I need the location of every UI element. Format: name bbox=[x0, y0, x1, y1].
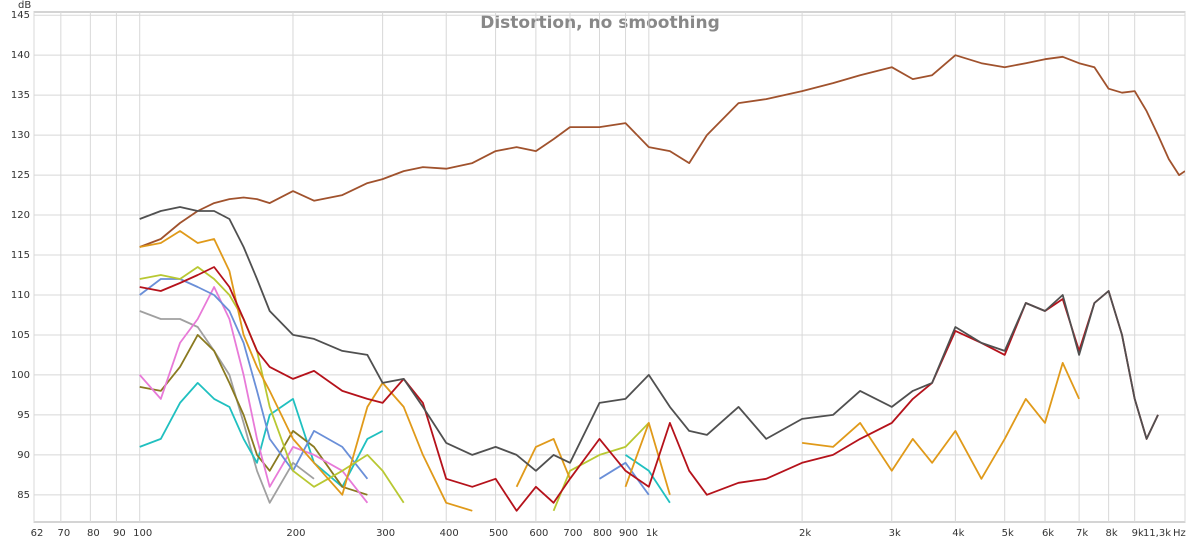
x-tick-label: 500 bbox=[489, 528, 508, 539]
x-tick-label: 3k bbox=[889, 528, 901, 539]
series-line bbox=[139, 206, 1159, 472]
chart-title: Distortion, no smoothing bbox=[480, 13, 720, 33]
y-tick-label: 95 bbox=[17, 410, 30, 421]
grid bbox=[33, 12, 1186, 522]
y-tick-label: 100 bbox=[11, 370, 30, 381]
x-tick-label: 2k bbox=[799, 528, 811, 539]
y-tick-label: 90 bbox=[17, 450, 30, 461]
lines bbox=[139, 54, 1185, 512]
y-unit: dB bbox=[18, 0, 31, 11]
x-unit: Hz bbox=[1173, 528, 1186, 539]
series-line bbox=[139, 382, 671, 504]
x-tick-label: 900 bbox=[619, 528, 638, 539]
series-line bbox=[139, 334, 368, 496]
x-tick-label: 700 bbox=[563, 528, 582, 539]
y-tick-label: 125 bbox=[11, 170, 30, 181]
y-tick-label: 130 bbox=[11, 130, 30, 141]
x-tick-label: 6k bbox=[1042, 528, 1054, 539]
x-tick-label: 1k bbox=[646, 528, 658, 539]
x-tick-label: 300 bbox=[376, 528, 395, 539]
x-tick-label: 800 bbox=[593, 528, 612, 539]
x-tick-label: 200 bbox=[286, 528, 305, 539]
x-tick-label: 11,3k bbox=[1143, 528, 1171, 539]
x-tick-label: 62 bbox=[31, 528, 44, 539]
y-tick-label: 140 bbox=[11, 50, 30, 61]
x-tick-label: 600 bbox=[529, 528, 548, 539]
x-tick-label: 9k bbox=[1132, 528, 1144, 539]
x-tick-label: 7k bbox=[1076, 528, 1088, 539]
y-tick-label: 115 bbox=[11, 250, 30, 261]
y-tick-label: 135 bbox=[11, 90, 30, 101]
x-tick-label: 70 bbox=[57, 528, 70, 539]
x-tick-label: 80 bbox=[87, 528, 100, 539]
x-tick-label: 4k bbox=[952, 528, 964, 539]
y-tick-label: 105 bbox=[11, 330, 30, 341]
series-line bbox=[139, 286, 369, 504]
y-tick-label: 110 bbox=[11, 290, 30, 301]
x-tick-label: 5k bbox=[1002, 528, 1014, 539]
y-tick-label: 120 bbox=[11, 210, 30, 221]
x-tick-label: 100 bbox=[133, 528, 152, 539]
plot-area bbox=[33, 11, 1186, 523]
x-tick-label: 90 bbox=[113, 528, 126, 539]
series-line bbox=[139, 54, 1185, 248]
series-line bbox=[139, 230, 1080, 512]
y-tick-label: 145 bbox=[11, 10, 30, 21]
x-tick-label: 400 bbox=[440, 528, 459, 539]
series-line bbox=[139, 310, 315, 504]
y-tick-label: 85 bbox=[17, 490, 30, 501]
x-tick-label: 8k bbox=[1106, 528, 1118, 539]
